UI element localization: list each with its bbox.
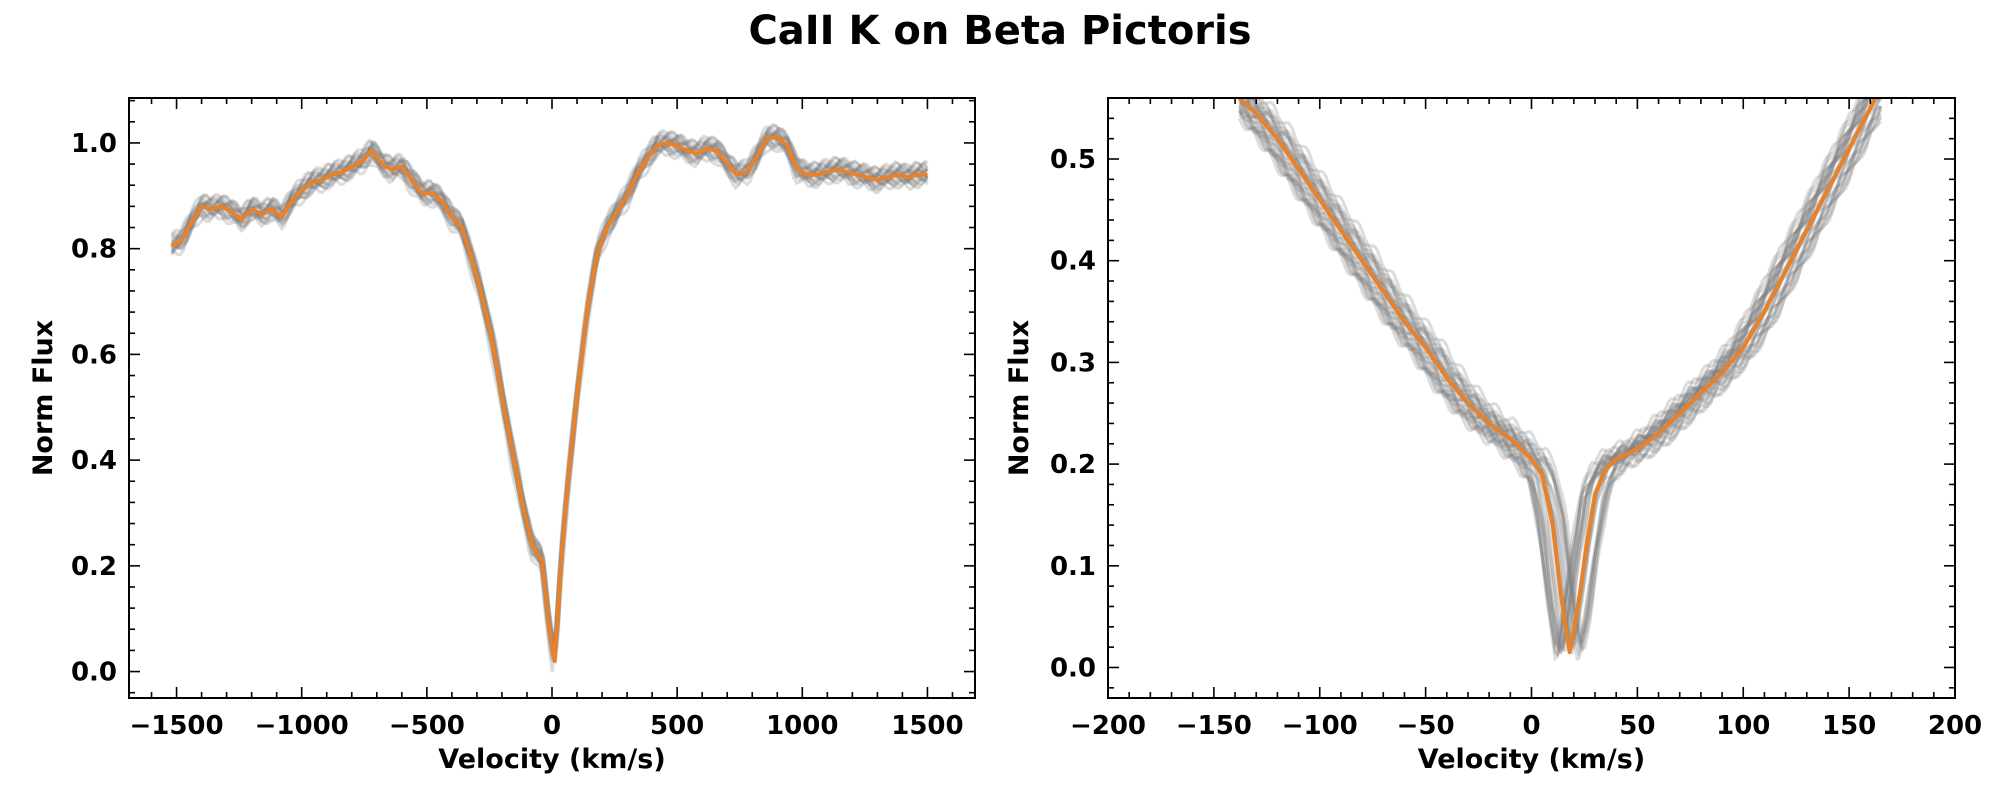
spectrum-line [1238,98,1869,659]
y-axis-label: Norm Flux [28,320,59,476]
spectrum-line [1237,98,1871,654]
median-line [1237,98,1878,655]
spectrum-line [1238,100,1883,661]
x-tick-label: −1500 [129,711,223,741]
y-tick-label: 0.6 [71,340,117,370]
spectrum-line [1243,98,1882,644]
y-tick-label: 0.8 [71,235,117,265]
spectrum-line [1238,98,1881,650]
x-tick-label: 150 [1822,711,1876,741]
spectrum-line [1238,98,1876,655]
x-tick-label: 200 [1928,711,1982,741]
y-tick-label: 1.0 [71,129,117,159]
spectrum-line [170,136,929,662]
spectrum-line [1242,98,1880,646]
x-tick-label: 50 [1619,711,1655,741]
spectrum-line [1238,98,1883,650]
x-tick-label: 500 [650,711,704,741]
x-tick-label: −500 [389,711,465,741]
spectrum-line [1238,98,1883,653]
spectrum-line [1238,98,1882,650]
x-tick-label: −100 [1282,711,1358,741]
x-tick-label: 1500 [891,711,963,741]
x-tick-label: −1000 [255,711,349,741]
y-tick-label: 0.4 [71,446,117,476]
spectrum-line [1238,98,1863,646]
x-tick-label: 0 [543,711,561,741]
median-line [170,135,928,663]
x-axis-label: Velocity (km/s) [1418,744,1645,775]
spectrum-line [1259,98,1882,636]
spectrum-line [1238,98,1863,651]
x-tick-label: 100 [1716,711,1770,741]
x-tick-label: 1000 [766,711,838,741]
y-tick-label: 0.3 [1050,348,1096,378]
spectrum-line [1237,98,1882,663]
y-tick-label: 0.4 [1050,247,1096,277]
spectrum-line [170,142,929,673]
x-tick-label: −200 [1070,711,1146,741]
y-tick-label: 0.0 [1050,653,1096,683]
spectrum-line [1238,101,1883,661]
x-tick-label: 0 [1522,711,1540,741]
x-tick-label: −150 [1176,711,1252,741]
y-tick-label: 0.0 [71,658,117,688]
y-tick-label: 0.2 [1050,450,1096,480]
spectrum-line [1239,98,1868,654]
spectrum-line [1238,98,1860,646]
spectrum-line [1238,98,1868,651]
spectrum-line [170,124,928,650]
y-tick-label: 0.1 [1050,552,1096,582]
x-tick-label: −50 [1397,711,1455,741]
figure-title: CaII K on Beta Pictoris [748,8,1252,54]
y-tick-label: 0.5 [1050,145,1096,175]
x-axis-label: Velocity (km/s) [438,744,665,775]
y-tick-label: 0.2 [71,552,117,582]
spectrum-line [1239,98,1883,645]
spectrum-line [1237,98,1870,657]
spectrum-line [1238,98,1871,652]
y-axis-label: Norm Flux [1004,320,1035,476]
axes-frame [128,97,976,699]
spectrum-line [1238,98,1881,650]
spectrum-line [1247,98,1883,650]
